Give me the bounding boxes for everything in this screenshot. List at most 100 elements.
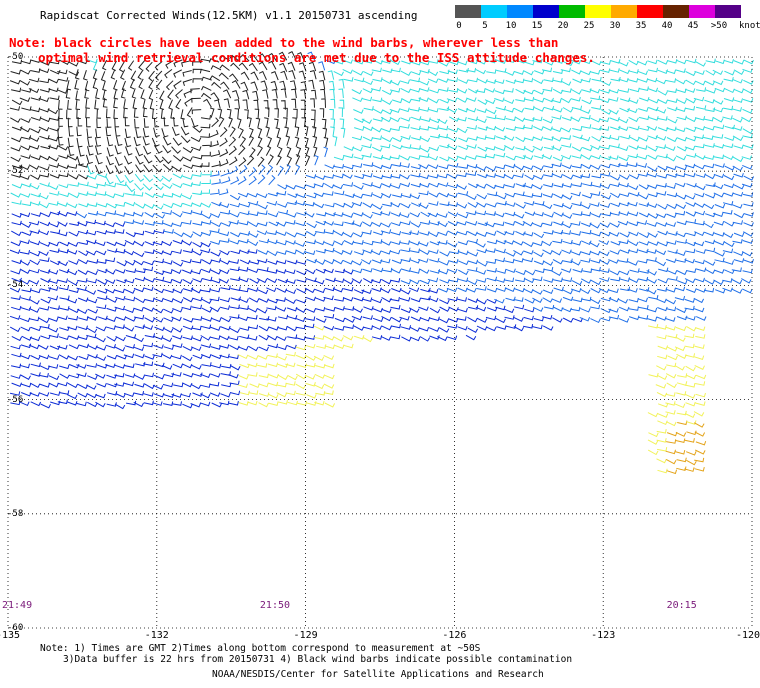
wind-barb: [114, 145, 122, 155]
wind-barb: [627, 211, 639, 217]
wind-barb: [116, 181, 127, 187]
wind-barb: [647, 59, 658, 65]
wind-barb: [477, 99, 488, 105]
wind-barb: [438, 327, 450, 333]
wind-barb: [144, 355, 155, 360]
wind-barb: [247, 324, 259, 330]
wind-barb: [203, 98, 212, 108]
wind-barb: [77, 229, 89, 235]
wind-barb: [334, 326, 345, 331]
wind-barb: [285, 362, 296, 368]
latitude-label: -50: [7, 52, 24, 62]
wind-barb: [428, 146, 440, 152]
wind-barb: [743, 212, 754, 217]
wind-barb: [694, 126, 705, 131]
wind-barb: [172, 288, 183, 294]
wind-barb: [162, 269, 173, 275]
wind-barb: [608, 97, 619, 102]
wind-barb: [181, 363, 193, 369]
wind-barb: [599, 251, 610, 257]
wind-barb: [703, 135, 714, 140]
wind-barb: [57, 99, 63, 110]
wind-barb: [191, 109, 202, 115]
wind-barb: [38, 250, 49, 256]
wind-barb: [214, 99, 221, 109]
wind-barb: [695, 326, 706, 332]
wind-barb: [257, 250, 269, 255]
wind-barb: [722, 200, 734, 206]
wind-barb: [275, 269, 287, 274]
wind-barb: [311, 126, 317, 137]
wind-barb: [410, 202, 422, 208]
wind-barb: [85, 98, 90, 109]
wind-barb: [172, 326, 183, 333]
wind-barb: [200, 133, 210, 138]
wind-barb: [277, 203, 288, 208]
wind-barb: [39, 108, 50, 113]
wind-barb: [256, 145, 263, 156]
wind-barb: [674, 210, 686, 216]
wind-barb: [87, 344, 98, 350]
wind-barb: [47, 185, 59, 190]
wind-barb: [192, 316, 203, 321]
wind-barb: [608, 109, 619, 115]
legend-swatch: [689, 5, 715, 18]
wind-barb: [124, 239, 136, 246]
wind-barb: [704, 279, 715, 285]
wind-barb: [591, 136, 602, 142]
wind-barb: [647, 192, 659, 198]
wind-barb: [515, 277, 526, 283]
wind-barb: [105, 344, 116, 349]
wind-barb: [677, 373, 688, 378]
wind-barb: [124, 260, 136, 266]
wind-barb: [580, 59, 592, 65]
wind-barb: [67, 382, 79, 389]
wind-barb: [370, 86, 382, 92]
wind-barb: [675, 107, 686, 113]
wind-barb: [238, 157, 247, 167]
wind-barb: [665, 222, 676, 227]
wind-barb: [182, 248, 194, 254]
wind-barb: [390, 67, 401, 73]
wind-barb: [705, 193, 716, 199]
wind-barb: [68, 192, 80, 199]
wind-barb: [87, 210, 99, 216]
wind-barb: [704, 247, 716, 253]
wind-barb: [133, 307, 144, 312]
wind-barb: [77, 297, 89, 302]
wind-barb: [143, 174, 154, 183]
wind-barb: [105, 175, 114, 185]
wind-barb: [143, 307, 154, 312]
wind-barb: [85, 154, 93, 165]
wind-barb: [66, 211, 78, 216]
wind-barb: [400, 280, 412, 285]
wind-barb: [323, 268, 334, 274]
wind-barb: [307, 51, 316, 61]
wind-barb: [627, 201, 638, 207]
wind-barb: [182, 325, 194, 331]
wind-barb: [419, 60, 430, 66]
wind-barb: [590, 279, 602, 286]
wind-barb: [542, 314, 553, 320]
wind-barb: [581, 222, 592, 227]
wind-barb: [686, 288, 697, 294]
wind-barb: [86, 191, 97, 197]
wind-barb: [666, 126, 677, 132]
wind-barb: [191, 336, 203, 342]
wind-barb: [714, 163, 725, 168]
wind-barb: [361, 221, 373, 227]
wind-barb: [123, 392, 135, 398]
wind-barb: [95, 355, 107, 361]
wind-barb: [257, 210, 268, 215]
wind-barb: [67, 146, 75, 156]
wind-barb: [172, 239, 184, 245]
wind-barb: [58, 268, 70, 274]
wind-barb: [638, 86, 649, 91]
wind-barb: [140, 89, 145, 100]
wind-barb: [410, 316, 422, 322]
wind-barb: [19, 260, 31, 266]
wind-barb: [248, 297, 260, 303]
wind-barb: [599, 144, 611, 150]
wind-barb: [124, 344, 135, 349]
wind-barb: [380, 250, 391, 255]
